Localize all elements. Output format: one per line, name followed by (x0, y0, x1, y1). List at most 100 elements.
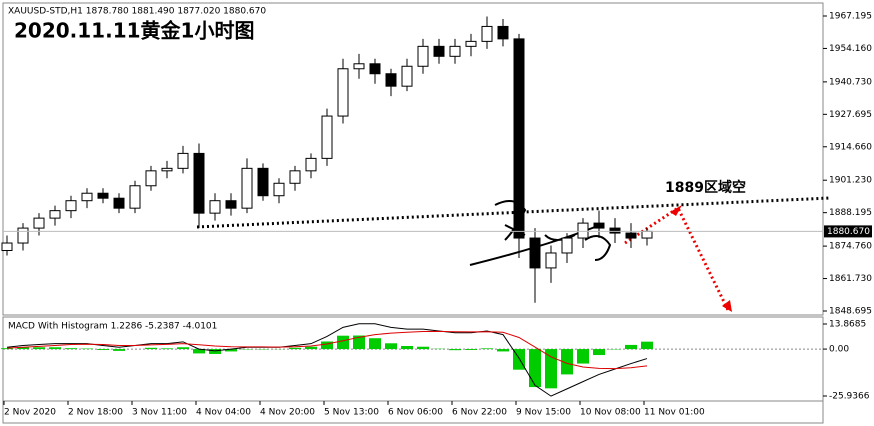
histogram-bar (113, 349, 125, 351)
candle-body (545, 252, 557, 269)
histogram-bar (481, 348, 493, 350)
x-tick-label: 2 Nov 2020 (4, 408, 56, 418)
y-tick-label: 1914.660 (829, 142, 872, 152)
histogram-bar (353, 335, 365, 350)
histogram-bar (545, 349, 557, 389)
arrow-head (722, 300, 732, 312)
histogram-bar (289, 347, 301, 350)
histogram-bar (17, 347, 29, 350)
symbol-header: XAUUSD-STD,H1 1878.780 1881.490 1877.020… (8, 7, 266, 17)
candle-body (609, 227, 621, 234)
x-tick-label: 10 Nov 08:00 (580, 408, 641, 418)
candle-body (257, 167, 269, 197)
x-tick-label: 6 Nov 06:00 (388, 408, 443, 418)
y-tick-label: 1861.730 (829, 274, 872, 284)
histogram-bar (593, 349, 605, 356)
candle-body (241, 167, 253, 209)
last-price-tag (824, 225, 872, 238)
macd-line (6, 330, 648, 370)
candle-body (337, 68, 349, 117)
histogram-bar (401, 346, 413, 350)
candle-body (49, 210, 61, 219)
candle-body (305, 157, 317, 172)
histogram-bar (225, 349, 237, 352)
y-tick-label: 1874.760 (829, 242, 872, 252)
histogram-bar (209, 349, 221, 354)
candle-body (497, 25, 509, 40)
histogram-bar (145, 347, 157, 350)
candle-body (209, 200, 221, 214)
candle-body (289, 170, 301, 184)
candle-body (481, 25, 493, 42)
histogram-bar (305, 346, 317, 350)
histogram-bar (33, 347, 45, 350)
candle-body (225, 200, 237, 209)
histogram-bar (193, 349, 205, 354)
candle-body (385, 73, 397, 87)
y-tick-label: 1940.730 (829, 77, 872, 87)
y-tick-label: 1967.195 (829, 11, 872, 21)
y-tick-label: 13.8685 (829, 319, 866, 329)
candle-body (401, 65, 413, 87)
candle-body (113, 197, 125, 209)
candle-body (433, 45, 445, 57)
x-tick-label: 4 Nov 20:00 (260, 408, 315, 418)
candle-body (417, 45, 429, 67)
last-price-label: 1880.670 (827, 227, 870, 237)
arrow-head (670, 205, 682, 216)
x-tick-label: 2 Nov 18:00 (68, 408, 123, 418)
candle-body (33, 217, 45, 229)
histogram-bar (625, 344, 637, 350)
candle-body (561, 237, 573, 254)
x-tick-label: 9 Nov 15:00 (516, 408, 571, 418)
macd-line (6, 323, 648, 397)
candle-body (465, 40, 477, 47)
histogram-bar (65, 348, 77, 350)
candle-body (529, 237, 541, 269)
candle-body (161, 167, 173, 172)
histogram-bar (577, 349, 589, 364)
histogram-bar (337, 335, 349, 350)
candle-body (193, 152, 205, 214)
histogram-bar (161, 348, 173, 350)
y-tick-label: -25.9366 (829, 391, 870, 401)
histogram-bar (321, 341, 333, 350)
histogram-bar (81, 348, 93, 350)
main-panel (2, 2, 824, 316)
y-tick-label: 1888.195 (829, 208, 872, 218)
histogram-bar (1, 348, 13, 350)
candle-body (81, 192, 93, 202)
histogram-bar (449, 349, 461, 351)
histogram-bar (385, 343, 397, 350)
histogram-bar (465, 349, 477, 350)
candle-body (1, 242, 13, 251)
histogram-bar (529, 349, 541, 388)
x-tick-label: 5 Nov 13:00 (324, 408, 379, 418)
macd-title: MACD With Histogram 1.2286 -5.2387 -4.01… (8, 322, 217, 332)
candle-body (625, 232, 637, 239)
histogram-bar (497, 349, 509, 352)
histogram-bar (49, 347, 61, 350)
candle-body (641, 230, 653, 239)
candle-body (97, 192, 109, 199)
time-axis (2, 400, 824, 424)
candle-body (273, 182, 285, 197)
candle-body (369, 63, 381, 75)
x-tick-label: 3 Nov 11:00 (132, 408, 187, 418)
candle-body (129, 185, 141, 209)
candle-body (321, 115, 333, 159)
chart-title: 2020.11.11黄金1小时图 (14, 19, 254, 43)
y-tick-label: 1954.160 (829, 44, 872, 54)
candle-body (145, 170, 157, 187)
x-tick-label: 11 Nov 01:00 (644, 408, 705, 418)
histogram-bar (561, 349, 573, 375)
candle-body (449, 45, 461, 57)
candle-body (17, 227, 29, 244)
y-tick-label: 0.00 (829, 345, 849, 355)
histogram-bar (97, 349, 109, 350)
candle-body (593, 222, 605, 229)
histogram-bar (369, 338, 381, 350)
